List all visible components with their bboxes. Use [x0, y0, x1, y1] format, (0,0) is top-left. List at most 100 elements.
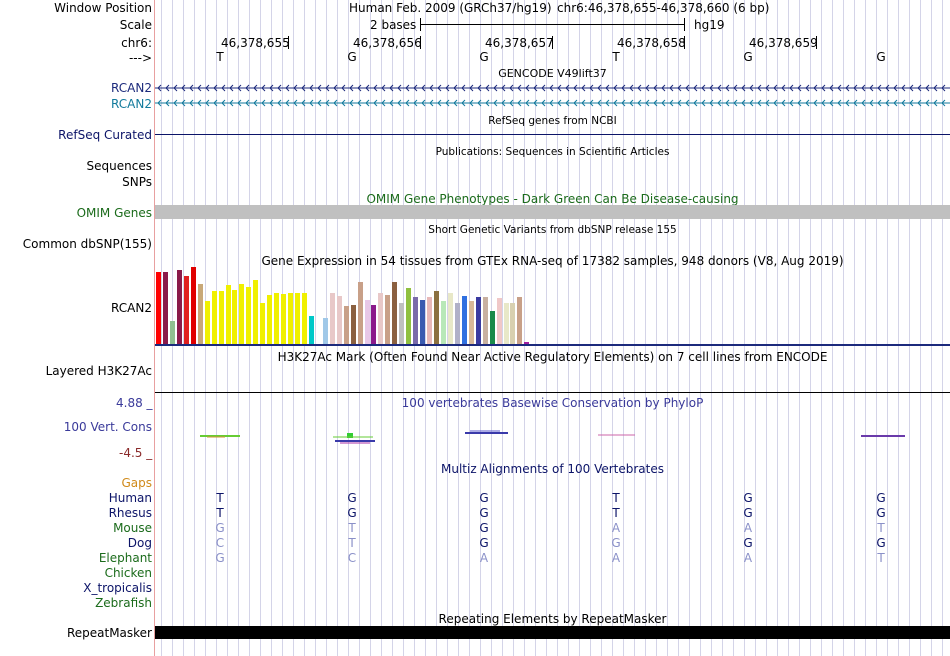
strand-chevron	[701, 84, 706, 92]
dbsnp-title: Short Genetic Variants from dbSNP releas…	[428, 224, 677, 236]
gtex-bar[interactable]	[399, 302, 405, 344]
gtex-bar[interactable]	[190, 266, 196, 344]
gtex-bar[interactable]	[336, 295, 342, 344]
gtex-bar[interactable]	[413, 296, 419, 344]
multiz-species-label[interactable]: Human	[108, 491, 152, 505]
gtex-bar[interactable]	[322, 318, 328, 344]
gtex-bar[interactable]	[406, 287, 412, 344]
phylop-graph[interactable]	[155, 425, 950, 450]
gtex-bar[interactable]	[281, 293, 287, 344]
gtex-bar[interactable]	[260, 302, 266, 344]
multiz-species-label[interactable]: Elephant	[98, 551, 152, 565]
gtex-bar[interactable]	[156, 272, 161, 344]
gtex-bar[interactable]	[183, 276, 189, 344]
multiz-species-label[interactable]: Zebrafish	[95, 596, 152, 610]
strand-chevron	[381, 99, 386, 107]
gtex-bar[interactable]	[176, 270, 182, 344]
gtex-label[interactable]: RCAN2	[111, 301, 152, 315]
gtex-bar[interactable]	[211, 290, 217, 344]
gtex-bar[interactable]	[246, 286, 252, 344]
gtex-bar[interactable]	[350, 304, 356, 344]
gtex-bar[interactable]	[461, 295, 467, 344]
strand-chevron	[893, 84, 898, 92]
gtex-bar[interactable]	[447, 292, 453, 344]
gtex-bar[interactable]	[434, 290, 439, 344]
gtex-bar[interactable]	[364, 299, 370, 344]
strand-chevron	[357, 84, 362, 92]
multiz-species-label[interactable]: Dog	[127, 536, 152, 550]
h3k27ac-label[interactable]: Layered H3K27Ac	[45, 364, 152, 378]
gtex-bar[interactable]	[218, 290, 224, 344]
gtex-bar[interactable]	[489, 311, 495, 344]
gtex-bar[interactable]	[371, 304, 377, 344]
gtex-bar[interactable]	[524, 341, 530, 344]
grid-line	[601, 0, 602, 656]
gtex-bar[interactable]	[427, 296, 433, 344]
gtex-bar[interactable]	[482, 296, 488, 344]
refseq-label[interactable]: RefSeq Curated	[58, 128, 152, 142]
gtex-bar[interactable]	[475, 296, 481, 344]
multiz-base: T	[877, 521, 885, 535]
gencode-transcript-1[interactable]	[155, 84, 950, 92]
gtex-bar[interactable]	[503, 302, 509, 344]
gencode-transcript-2[interactable]	[155, 99, 950, 107]
gtex-bar[interactable]	[454, 302, 460, 344]
multiz-species-label[interactable]: X_tropicalis	[83, 581, 152, 595]
gtex-bar[interactable]	[162, 272, 168, 344]
gtex-bar[interactable]	[357, 282, 363, 344]
multiz-species-label[interactable]: Rhesus	[108, 506, 152, 520]
gencode-rcan2-label-2[interactable]: RCAN2	[111, 97, 152, 111]
strand-chevron	[413, 84, 418, 92]
strand-chevron	[669, 99, 674, 107]
gtex-bar[interactable]	[440, 300, 446, 344]
multiz-base: A	[479, 551, 489, 565]
gtex-bar[interactable]	[301, 292, 307, 344]
dbsnp-label[interactable]: Common dbSNP(155)	[22, 237, 152, 251]
gtex-bar[interactable]	[343, 306, 349, 344]
gencode-transcripts[interactable]	[155, 80, 950, 110]
repeatmasker-feature[interactable]	[155, 626, 950, 639]
gtex-bar[interactable]	[517, 296, 523, 344]
gtex-bar[interactable]	[239, 284, 245, 344]
gtex-bar[interactable]	[169, 321, 175, 344]
strand-chevron	[341, 99, 346, 107]
repeatmasker-label[interactable]: RepeatMasker	[66, 626, 152, 640]
gtex-bar[interactable]	[225, 285, 231, 344]
gtex-bar[interactable]	[295, 292, 300, 344]
publications-label[interactable]: Sequences	[86, 159, 152, 173]
multiz-species-label[interactable]: Mouse	[113, 521, 152, 535]
gtex-bar[interactable]	[267, 294, 273, 344]
gtex-bar[interactable]	[288, 292, 294, 344]
gencode-rcan2-label-1[interactable]: RCAN2	[111, 81, 152, 95]
reference-base: G	[743, 50, 753, 64]
strand-chevron	[549, 99, 554, 107]
gtex-bar[interactable]	[510, 302, 516, 344]
snps-label[interactable]: SNPs	[122, 175, 152, 189]
gtex-chart[interactable]	[155, 266, 950, 344]
strand-chevron	[573, 99, 578, 107]
gtex-bar[interactable]	[496, 297, 502, 344]
refseq-transcript[interactable]	[155, 134, 950, 135]
gtex-bar[interactable]	[308, 316, 314, 344]
gtex-bar[interactable]	[468, 300, 474, 344]
strand-chevron	[445, 99, 450, 107]
gtex-bar[interactable]	[253, 280, 259, 344]
strand-chevron	[245, 84, 250, 92]
phylop-label[interactable]: 100 Vert. Cons	[63, 420, 152, 434]
position-text[interactable]: chr6:46,378,655-46,378,660 (6 bp)	[557, 1, 770, 15]
gtex-bar[interactable]	[232, 289, 238, 344]
gtex-bar[interactable]	[420, 299, 426, 344]
gtex-bar[interactable]	[274, 292, 280, 344]
gtex-bar[interactable]	[329, 292, 335, 344]
omim-feature[interactable]	[155, 205, 950, 219]
omim-label[interactable]: OMIM Genes	[76, 206, 152, 220]
strand-chevron	[765, 99, 770, 107]
strand-chevron	[357, 99, 362, 107]
gtex-bar[interactable]	[378, 292, 384, 344]
multiz-gaps-label[interactable]: Gaps	[121, 476, 152, 490]
gtex-bar[interactable]	[392, 282, 398, 344]
gtex-bar[interactable]	[197, 284, 203, 344]
gtex-bar[interactable]	[385, 294, 391, 344]
multiz-species-label[interactable]: Chicken	[104, 566, 152, 580]
gtex-bar[interactable]	[204, 300, 210, 344]
